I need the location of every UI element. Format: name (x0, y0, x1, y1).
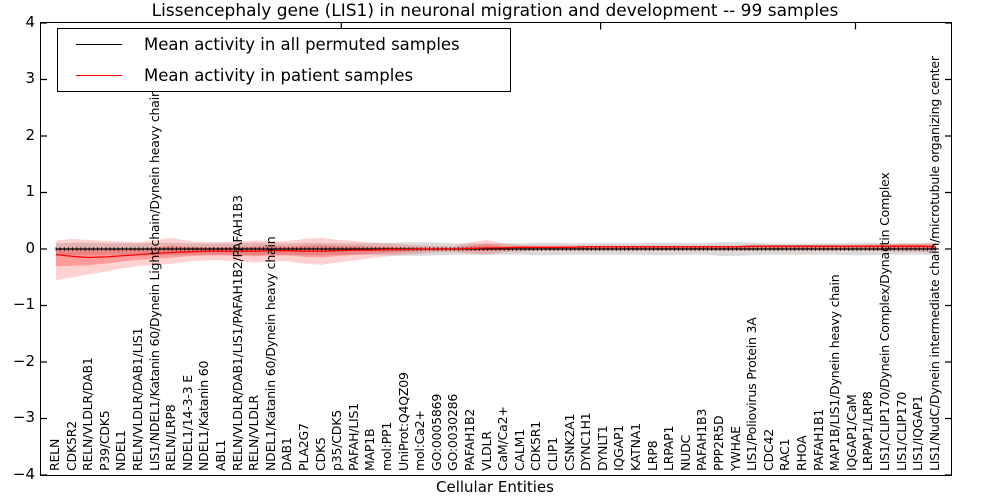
legend-label-permuted: Mean activity in all permuted samples (144, 35, 460, 54)
legend-item-patient: Mean activity in patient samples (58, 60, 510, 91)
plot-canvas (41, 23, 951, 475)
chart-title: Lissencephaly gene (LIS1) in neuronal mi… (151, 1, 839, 21)
y-tick-label: 1 (25, 182, 35, 200)
axis-ticks (41, 23, 951, 475)
y-tick-label: 4 (25, 12, 35, 31)
y-tick-label: 3 (25, 69, 35, 87)
legend: Mean activity in all permuted samples Me… (57, 28, 511, 92)
legend-line-patient (76, 75, 122, 76)
plot-area (40, 22, 952, 476)
y-tick-label: 2 (25, 125, 35, 144)
y-tick-label: −4 (12, 464, 35, 483)
x-axis-label: Cellular Entities (436, 478, 554, 496)
y-tick-label: 0 (25, 238, 35, 257)
legend-label-patient: Mean activity in patient samples (144, 66, 414, 85)
y-tick-label: −3 (12, 408, 35, 426)
legend-line-permuted (76, 44, 122, 45)
y-tick-label: −1 (12, 295, 35, 313)
y-tick-label: −2 (12, 351, 35, 370)
legend-item-permuted: Mean activity in all permuted samples (58, 29, 510, 60)
patient-mean-line (55, 245, 936, 259)
